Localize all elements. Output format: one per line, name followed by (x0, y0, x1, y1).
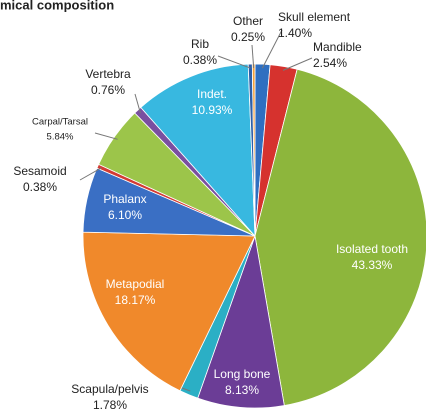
pie-slice (82, 231, 256, 392)
slice-value-label: 43.33% (352, 258, 393, 272)
leader-line (261, 29, 283, 69)
slice-label: Scapula/pelvis (71, 382, 148, 396)
slice-label: Carpal/Tarsal (32, 117, 88, 128)
slice-label: Phalanx (103, 192, 146, 206)
slice-value-label: 0.25% (231, 30, 265, 44)
slice-label: Sesamoid (13, 164, 66, 178)
slice-value-label: 2.54% (313, 56, 347, 70)
slice-label: Isolated tooth (336, 242, 408, 256)
pie-slice (197, 234, 285, 409)
slice-label: Metapodial (106, 277, 165, 291)
slice-value-label: 5.84% (47, 132, 74, 143)
slice-value-label: 6.10% (108, 208, 142, 222)
leader-line (217, 55, 251, 69)
slice-label: Indet. (197, 87, 227, 101)
slice-value-label: 18.17% (115, 293, 156, 307)
slice-label: Rib (191, 37, 209, 51)
leader-line (282, 57, 313, 71)
slice-value-label: 0.38% (23, 180, 57, 194)
leader-line (79, 167, 102, 181)
slice-value-label: 1.78% (93, 398, 127, 412)
slice-label: Vertebra (85, 67, 131, 81)
slice-label: Skull element (278, 10, 351, 24)
slice-value-label: 0.38% (183, 53, 217, 67)
slice-label: Long bone (214, 367, 271, 381)
pie-slice (254, 68, 426, 406)
slice-value-label: 10.93% (192, 103, 233, 117)
slice-label: Other (233, 14, 263, 28)
slice-value-label: 8.13% (225, 383, 259, 397)
pie-slice (140, 63, 256, 238)
leader-line (134, 93, 141, 114)
chart-title: mical composition (0, 0, 114, 12)
slice-label: Mandible (313, 40, 362, 54)
slice-value-label: 1.40% (278, 26, 312, 40)
leader-line (251, 44, 255, 69)
slice-value-label: 0.76% (91, 83, 125, 97)
leader-line (94, 132, 118, 140)
